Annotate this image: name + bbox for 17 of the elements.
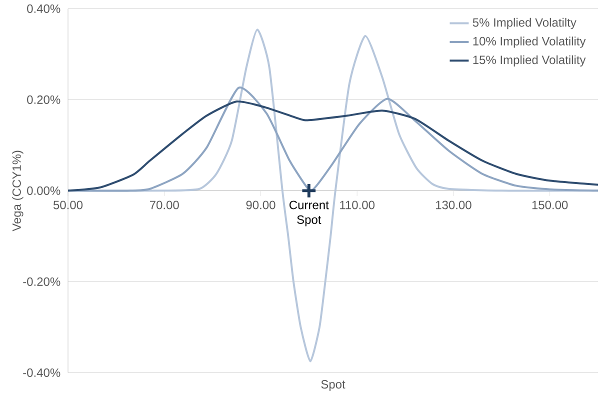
x-tick-label: 110.00 [340, 200, 375, 210]
x-tick-label: 90.00 [246, 200, 276, 210]
x-tick-label: 50.00 [53, 200, 83, 210]
y-tick-label: 0.00% [27, 186, 60, 195]
legend-label: 15% Implied Volatility [473, 55, 586, 66]
y-tick-label: 0.40% [27, 4, 60, 13]
x-tick-label: 150.00 [532, 200, 568, 210]
legend-label: 5% Implied Volatilty [472, 18, 576, 29]
x-tick-label: 130.00 [436, 200, 472, 210]
y-tick-label: -0.20% [23, 277, 60, 286]
y-tick-label: -0.40% [23, 368, 60, 377]
legend-label: 10% Implied Volatility [473, 36, 586, 48]
y-axis-title: Vega (CCY1%) [12, 150, 24, 232]
annotation: Current Spot [290, 200, 329, 226]
x-axis-title: Spot [321, 380, 346, 391]
y-tick-label: 0.20% [27, 95, 60, 104]
x-tick-label: 70.00 [150, 200, 179, 210]
